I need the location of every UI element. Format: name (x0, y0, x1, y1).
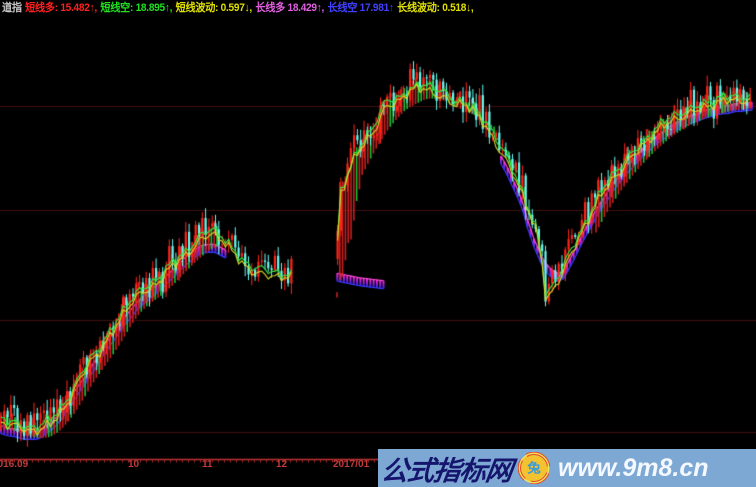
svg-text:兔: 兔 (526, 460, 541, 476)
